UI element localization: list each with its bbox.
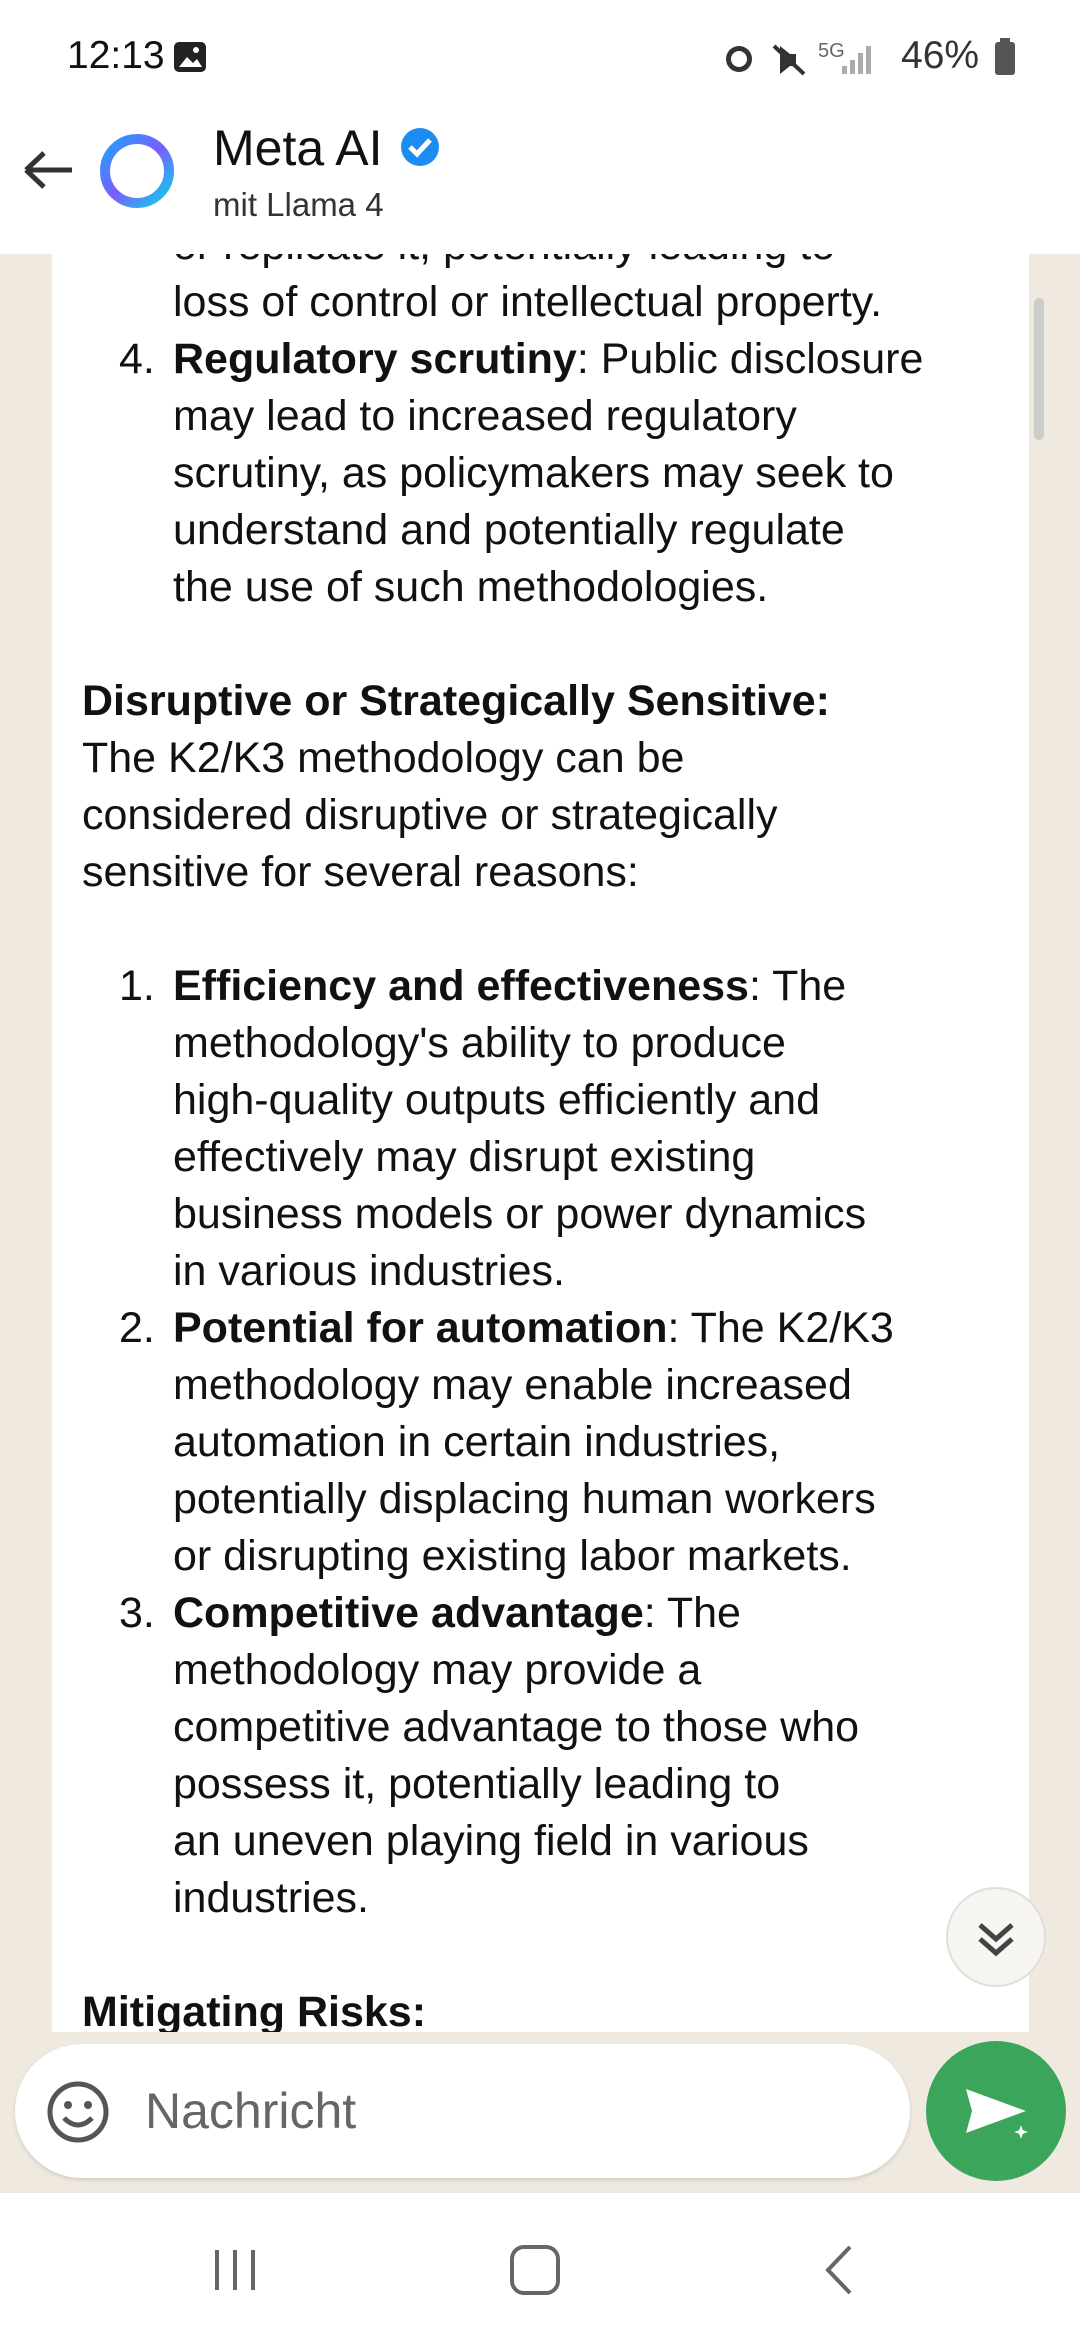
text-line: Potential for automation: The K2/K3 [173,1300,894,1357]
text-line: in various industries. [173,1243,565,1300]
composer[interactable]: Nachricht [15,2044,910,2178]
text-line: methodology's ability to produce [173,1015,786,1072]
battery-icon [995,38,1015,75]
text-span: high-quality outputs efficiently and [173,1076,821,1124]
battery-percent: 46% [901,34,980,77]
text-span: methodology's ability to produce [173,1019,786,1067]
section-heading: Mitigating Risks: [82,1988,427,2032]
section-heading: Disruptive or Strategically Sensitive: [82,677,830,725]
text-span: possess it, potentially leading to [173,1760,781,1808]
list-number: 1. [119,962,155,1010]
text-span: the use of such methodologies. [173,563,769,611]
text-line: loss of control or intellectual property… [173,278,883,326]
back-button[interactable] [22,150,74,190]
recents-button[interactable] [205,2245,265,2295]
scroll-down-button[interactable] [944,1885,1048,1989]
text-line: or disrupting existing labor markets. [173,1528,852,1585]
text-span: industries. [173,1874,369,1922]
text-line: may lead to increased regulatory [173,388,797,445]
text-line: methodology may enable increased [173,1357,852,1414]
list-number: 4. [119,335,155,383]
bold-term: Efficiency and effectiveness [173,962,749,1010]
text-line: effectively may disrupt existing [173,1129,755,1186]
text-span: : The [748,962,847,1010]
text-span: automation in certain industries, [173,1418,781,1466]
text-span: methodology may provide a [173,1646,702,1694]
text-line: the use of such methodologies. [173,559,768,616]
send-button[interactable] [926,2041,1066,2181]
bold-term: Competitive advantage [173,1589,644,1637]
text-span: understand and potentially regulate [173,506,845,554]
text-span: in various industries. [173,1247,565,1295]
navigation-bar [0,2193,1080,2340]
text-line: scrutiny, as policymakers may seek to [173,445,894,502]
bold-term: Regulatory scrutiny [173,335,577,383]
text-span: may lead to increased regulatory [173,392,797,440]
message-bubble: or replicate it, potentially leading to l… [52,254,1029,2032]
bold-term: Potential for automation [173,1304,668,1352]
gallery-icon [174,42,206,72]
text-line: Efficiency and effectiveness: The [173,958,846,1015]
text-line: understand and potentially regulate [173,502,845,559]
contact-name[interactable]: Meta AI [213,120,383,176]
text-line: high-quality outputs efficiently and [173,1072,820,1129]
text-line: automation in certain industries, [173,1414,780,1471]
text-span: competitive advantage to those who [173,1703,860,1751]
text-span: methodology may enable increased [173,1361,852,1409]
text-span: or disrupting existing labor markets. [173,1532,852,1580]
text-line: The K2/K3 methodology can be [82,734,685,782]
clock: 12:13 [67,34,165,77]
text-span: business models or power dynamics [173,1190,867,1238]
scrollbar [1034,298,1044,440]
list-number: 2. [119,1304,155,1352]
text-line: industries. [173,1870,369,1927]
text-line: sensitive for several reasons: [82,848,639,896]
text-line: business models or power dynamics [173,1186,866,1243]
text-line: potentially displacing human workers [173,1471,876,1528]
text-span: an uneven playing field in various [173,1817,809,1865]
text-line: or replicate it, potentially leading to [173,254,835,274]
list-number: 3. [119,1589,155,1637]
text-line: considered disruptive or strategically [82,791,778,839]
status-bar: 12:13 5G 46% [0,0,1080,110]
message-input[interactable]: Nachricht [145,2083,357,2139]
text-line: methodology may provide a [173,1642,701,1699]
avatar[interactable] [96,130,178,212]
text-span: effectively may disrupt existing [173,1133,756,1181]
emoji-button[interactable] [46,2080,110,2144]
home-button[interactable] [508,2243,562,2297]
chat-header: Meta AI mit Llama 4 [0,110,1080,254]
text-line: Regulatory scrutiny: Public disclosure [173,331,923,388]
text-line: possess it, potentially leading to [173,1756,780,1813]
verified-badge [401,128,439,166]
back-nav-button[interactable] [820,2243,860,2297]
text-line: an uneven playing field in various [173,1813,809,1870]
text-span: : The [643,1589,741,1637]
contact-subtitle: mit Llama 4 [213,186,384,223]
status-icons [726,44,871,76]
text-span: : Public disclosure [576,335,924,383]
text-span: potentially displacing human workers [173,1475,876,1523]
text-line: Competitive advantage: The [173,1585,741,1642]
network-type: 5G [818,40,845,62]
text-span: scrutiny, as policymakers may seek to [173,449,894,497]
text-span: : The K2/K3 [667,1304,894,1352]
text-line: competitive advantage to those who [173,1699,859,1756]
